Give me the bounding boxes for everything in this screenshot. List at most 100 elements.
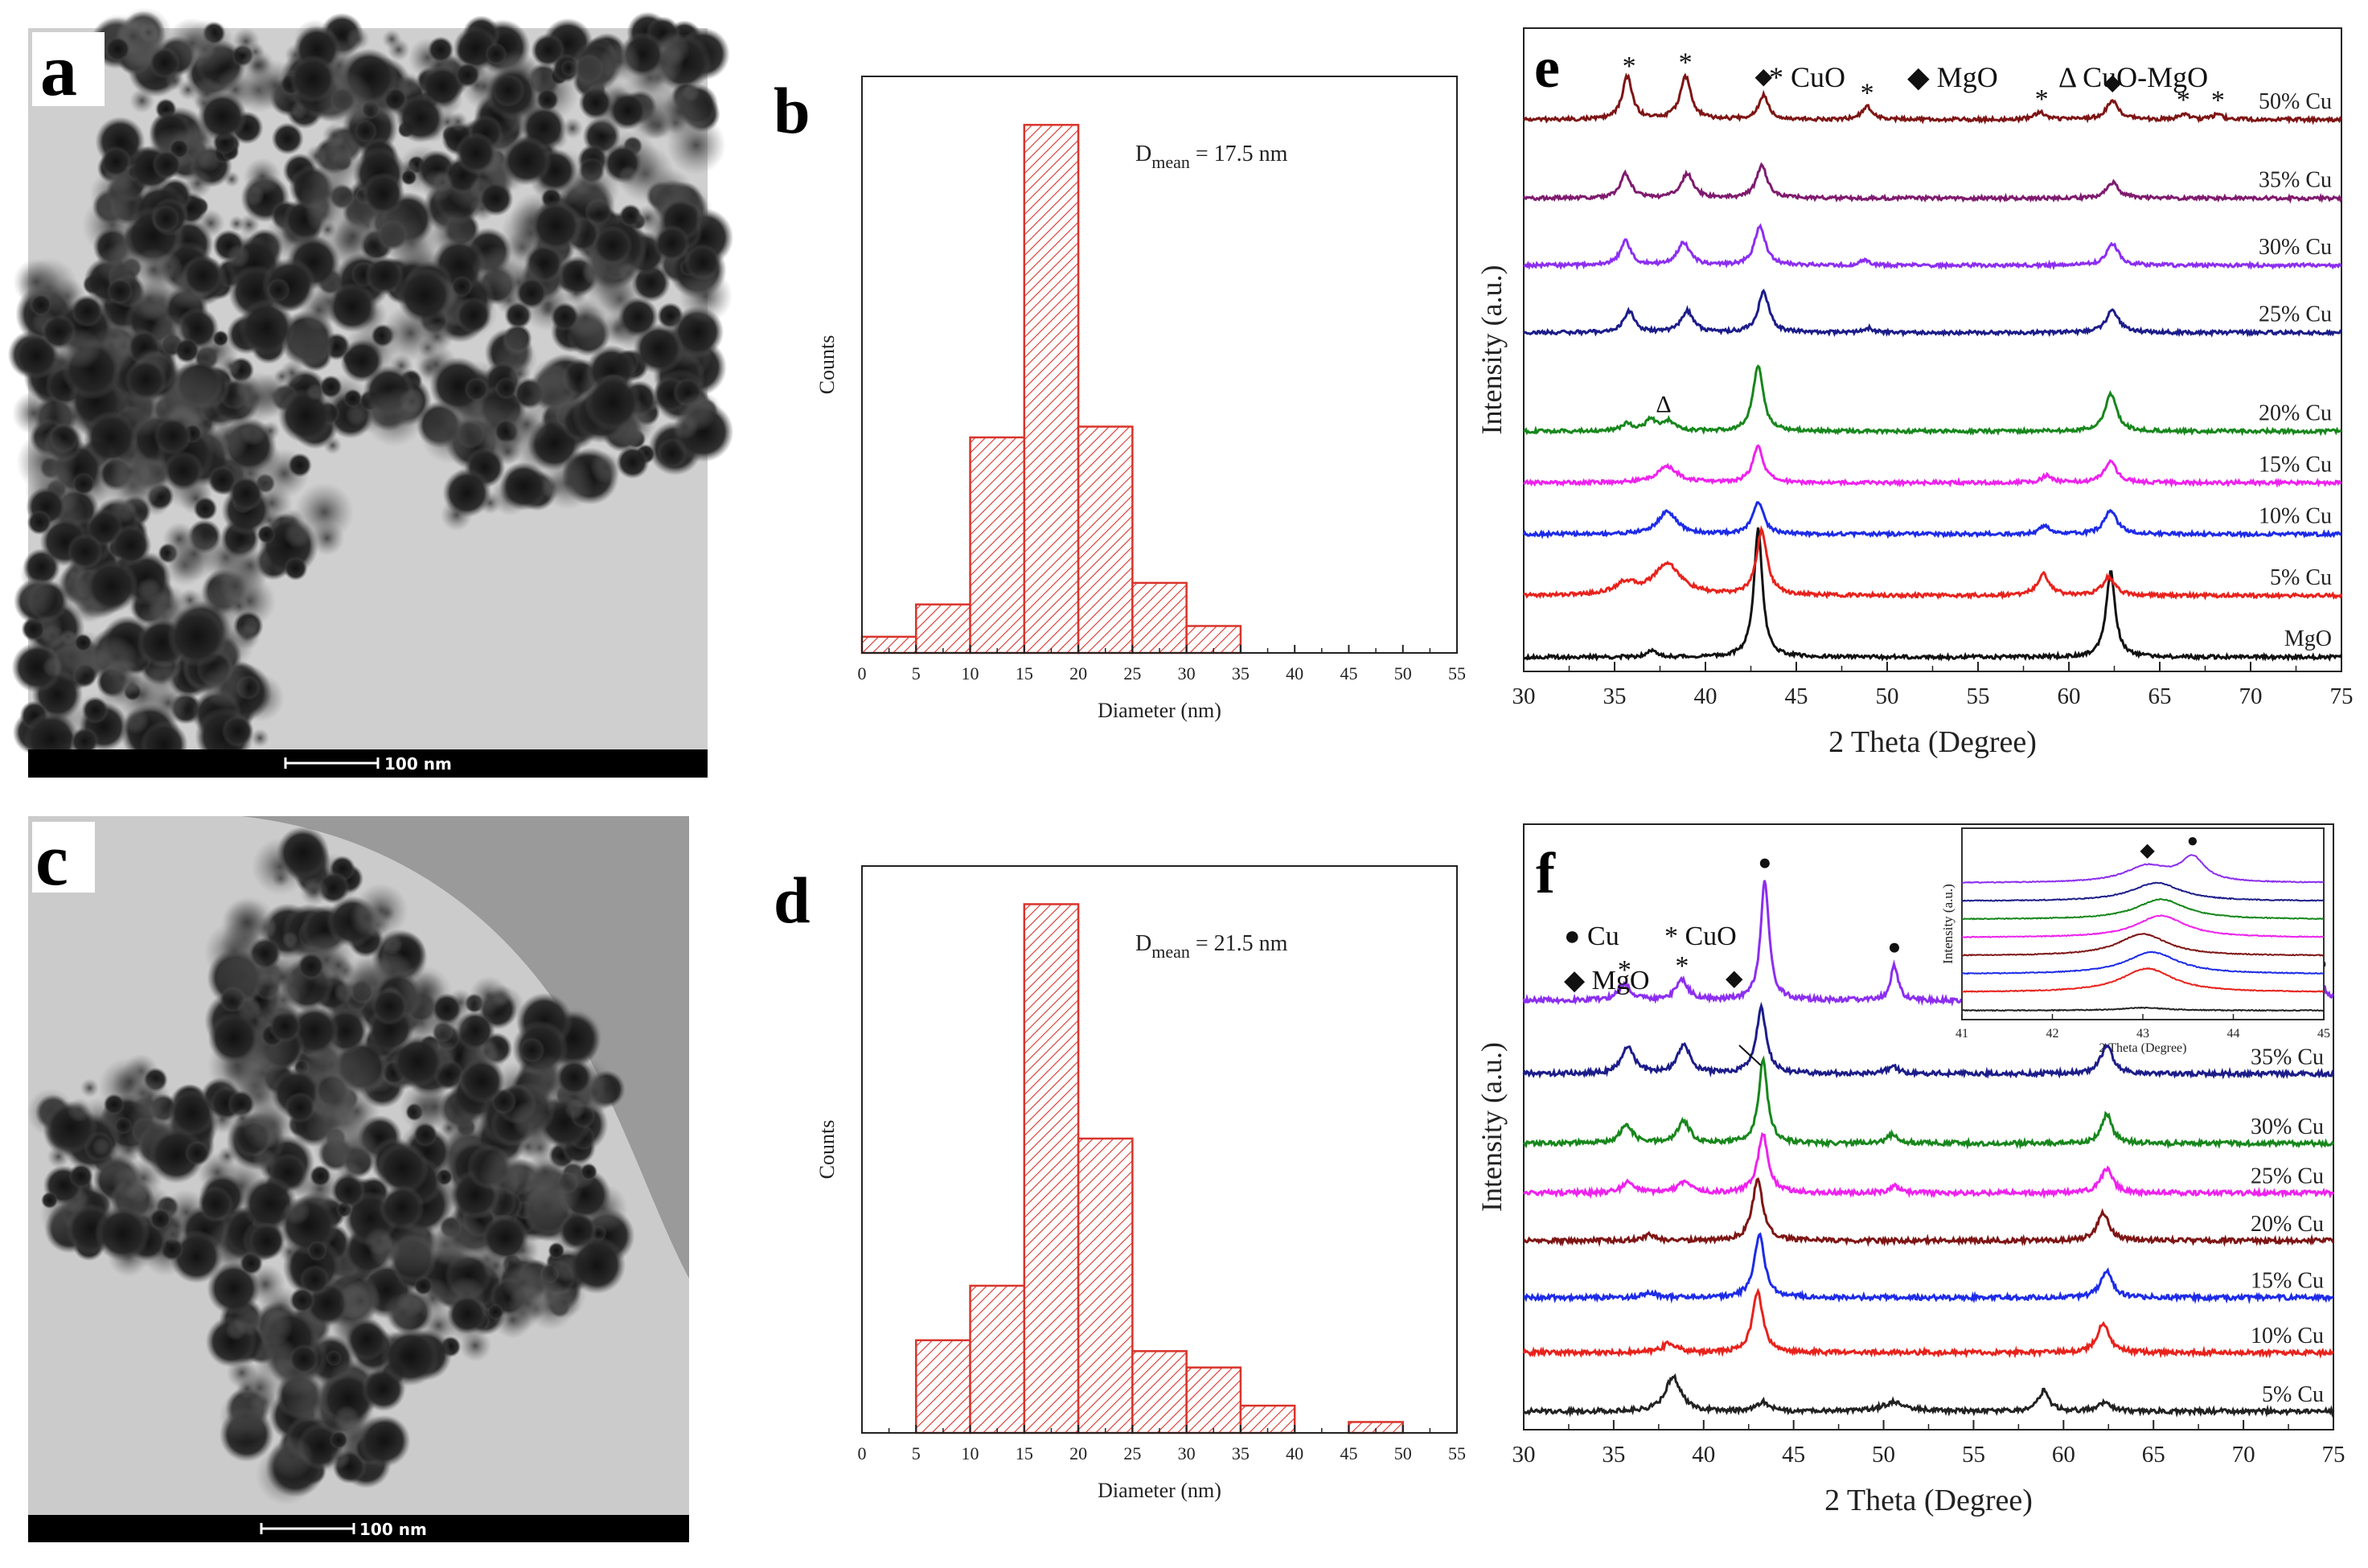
x-tick-label: 10 — [962, 1443, 979, 1463]
x-tick-label: 35 — [1232, 663, 1250, 683]
x-tick-label: 40 — [1692, 1442, 1715, 1467]
peak-marker: ◆ — [2103, 70, 2121, 95]
inset-series-line — [1961, 897, 2325, 921]
panel-a: 100 nm a — [7, 7, 734, 778]
tem-particle — [109, 450, 151, 492]
tem-particle — [451, 275, 473, 298]
x-tick-label: 50 — [1394, 1443, 1412, 1463]
tem-image-c-support-film — [241, 816, 689, 1279]
tem-particle — [519, 1037, 545, 1063]
tem-particle — [325, 952, 352, 979]
tem-particle — [380, 1327, 440, 1386]
x-tick-label: 45 — [1785, 683, 1808, 709]
tem-particle — [653, 224, 691, 262]
tem-particle — [230, 371, 283, 424]
tem-particle — [593, 225, 633, 266]
tem-particle — [252, 1147, 277, 1172]
tem-particle — [383, 1292, 422, 1332]
tem-particle — [271, 122, 304, 155]
tem-particle — [494, 437, 522, 466]
xrd-series-line — [1523, 1232, 2333, 1305]
inset-frame — [1961, 827, 2325, 1020]
tem-particle — [649, 82, 709, 142]
tem-particle — [170, 1229, 224, 1284]
x-tick-label: 5 — [912, 1443, 921, 1463]
tem-image-a-particles — [7, 7, 734, 769]
tem-particle — [471, 245, 519, 294]
tem-particle — [60, 629, 76, 646]
x-tick-label: 65 — [2142, 1442, 2165, 1467]
curve-label: 25% Cu — [2251, 1164, 2324, 1189]
tem-particle — [232, 27, 261, 55]
annotation-subscript: mean — [1151, 152, 1190, 172]
tem-particle — [13, 258, 60, 306]
tem-particle — [27, 510, 52, 536]
tem-particle — [103, 1094, 125, 1115]
tem-particle — [499, 462, 548, 511]
x-tick-label: 60 — [2058, 683, 2081, 709]
panel-letter: d — [774, 864, 811, 937]
xrd-series-line — [1522, 1055, 2335, 1150]
x-tick-label: 25 — [1123, 1443, 1141, 1463]
annotation-main: D — [1135, 142, 1151, 166]
plot-frame — [1523, 27, 2342, 672]
tem-particle — [507, 1283, 548, 1324]
curve-label: 10% Cu — [2259, 503, 2332, 528]
tem-particle — [232, 1108, 252, 1129]
histogram-d: 0 5 10 15 20 25 30 35 40 45 50 55 Diameter (nm) Count… — [774, 864, 1466, 1502]
tem-particle — [448, 112, 468, 132]
tem-particle — [125, 359, 167, 401]
tem-particle — [219, 1389, 273, 1443]
tem-particle — [309, 1164, 331, 1187]
tem-particle — [412, 1122, 438, 1147]
tem-particle — [371, 987, 408, 1025]
tem-particle — [243, 158, 281, 195]
tem-particle — [30, 293, 52, 317]
tem-particle — [106, 277, 133, 305]
panel-letter: f — [1536, 841, 1556, 905]
tem-particle — [454, 132, 498, 174]
peak-marker: * — [2211, 85, 2225, 115]
tem-particle — [364, 256, 404, 295]
histogram-bar — [1077, 425, 1134, 655]
delta-marker: Δ — [1656, 391, 1671, 417]
tem-particle — [137, 577, 162, 601]
tem-particle — [447, 1294, 488, 1335]
tem-particle — [269, 1009, 302, 1043]
tem-particle — [396, 93, 445, 143]
tem-particle — [429, 1210, 487, 1270]
x-tick-label: 45 — [1782, 1442, 1805, 1467]
tem-particle — [284, 520, 312, 548]
tem-particle — [679, 269, 733, 323]
x-axis-label: 2 Theta (Degree) — [1824, 1484, 2033, 1517]
scale-bar-a-label: 100 nm — [384, 754, 452, 774]
tem-particle — [193, 496, 218, 521]
tem-particle — [213, 947, 270, 1004]
tem-particle — [41, 1191, 59, 1209]
histogram-bar — [915, 603, 971, 655]
xrd-series-line — [1524, 1373, 2335, 1418]
tem-particle — [580, 1163, 598, 1181]
x-tick-label: 30 — [1512, 1442, 1536, 1467]
tem-particle — [387, 1221, 441, 1276]
tem-particle — [256, 524, 277, 544]
tem-particle — [379, 1184, 425, 1230]
inset-peak-marker: ● — [2187, 831, 2199, 852]
tem-particle — [168, 1089, 215, 1137]
peak-marker: ◆ — [1726, 967, 1743, 991]
tem-particle — [618, 166, 638, 186]
xrd-series-line — [1522, 501, 2342, 540]
tem-particle — [221, 715, 254, 748]
tem-particle — [18, 577, 56, 616]
xrd-series-line — [1523, 1131, 2335, 1200]
tem-particle — [589, 452, 622, 484]
tem-particle — [68, 1164, 94, 1188]
x-tick-label: 75 — [2330, 683, 2354, 709]
tem-particle — [564, 1098, 586, 1120]
x-tick-label: 75 — [2322, 1442, 2345, 1467]
tem-particle — [289, 1287, 316, 1314]
tem-particle — [548, 1285, 581, 1319]
x-tick-label: 55 — [1962, 1442, 1985, 1467]
tem-particle — [162, 522, 196, 556]
tem-particle — [556, 1059, 593, 1096]
